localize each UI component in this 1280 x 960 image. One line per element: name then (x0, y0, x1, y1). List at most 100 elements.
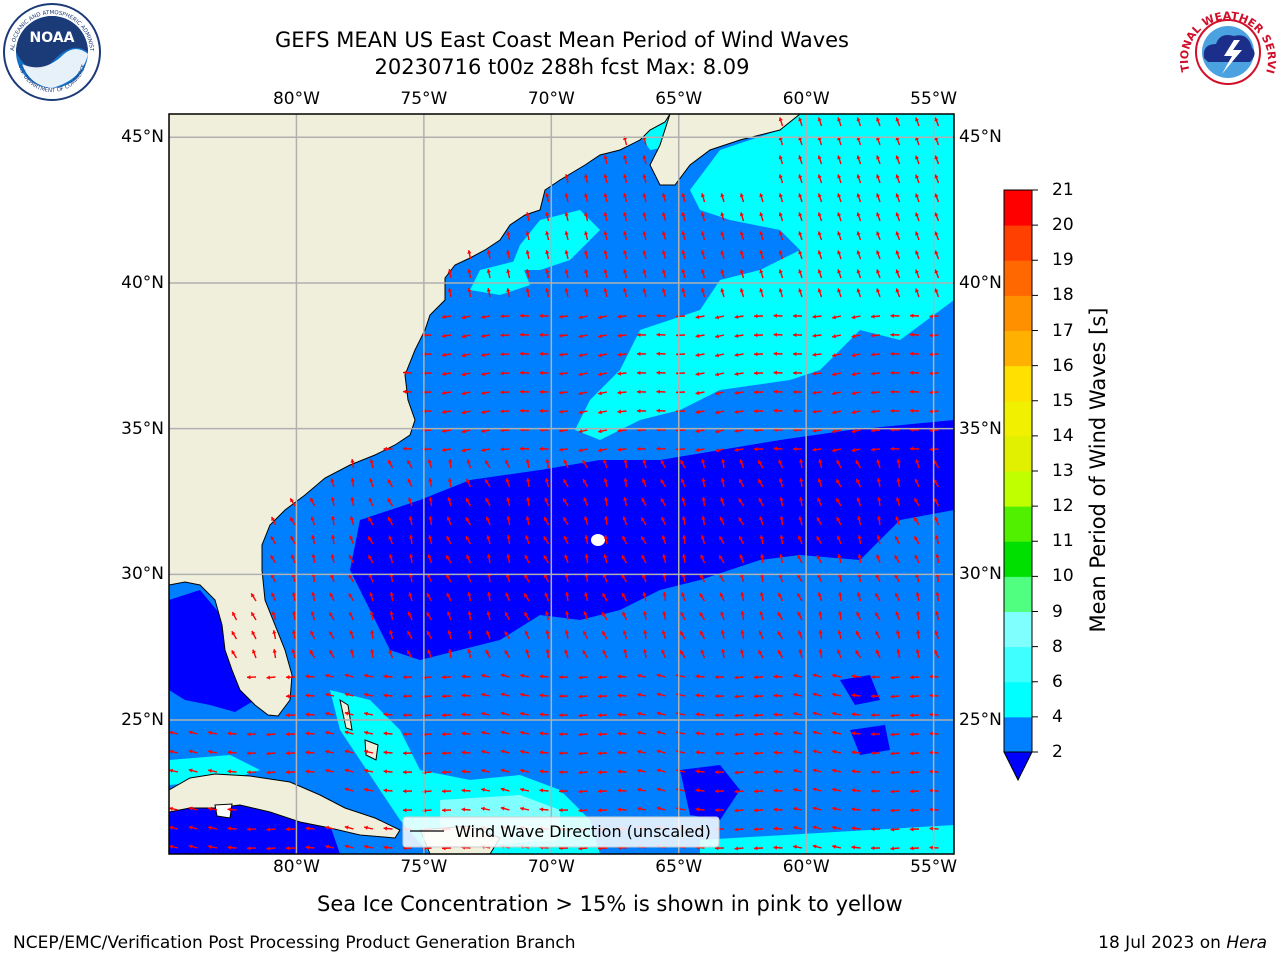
wind-wave-arrow-head (798, 516, 803, 521)
wind-wave-arrow-head (637, 446, 641, 452)
wind-wave-arrow-head (447, 269, 453, 273)
wind-wave-arrow-head (525, 231, 530, 235)
wind-wave-arrow-head (500, 314, 504, 319)
wind-wave-arrow-head (617, 428, 622, 433)
wind-wave-arrow-head (812, 371, 817, 376)
wind-wave-arrow-head (370, 630, 375, 634)
wind-wave-arrow-head (773, 826, 778, 831)
wind-wave-arrow-head (851, 674, 856, 679)
wind-wave-arrow-head (851, 731, 856, 736)
wind-wave-arrow-head (481, 711, 485, 716)
wind-wave-arrow-head (656, 806, 661, 811)
wind-wave-arrow-head (890, 675, 895, 680)
wind-wave-arrow-head (779, 497, 784, 501)
wind-wave-arrow-head (851, 353, 856, 358)
wind-wave-arrow-head (773, 674, 778, 679)
wind-wave-arrow-head (837, 611, 843, 615)
wind-wave-arrow-head (812, 409, 817, 414)
wind-wave-arrow-head (364, 730, 368, 735)
colorbar-tick-label: 8 (1052, 636, 1063, 657)
wind-wave-arrow-head (637, 692, 641, 697)
wind-wave-arrow-head (506, 288, 511, 292)
wind-wave-arrow-head (817, 174, 822, 179)
wind-wave-arrow-head (447, 497, 452, 502)
wind-wave-arrow-head (188, 806, 193, 811)
wind-wave-arrow-head (701, 497, 706, 501)
wind-wave-arrow-head (559, 732, 563, 737)
lon-label-bottom: 80°W (272, 857, 320, 877)
wind-wave-arrow-head (539, 446, 543, 452)
wind-wave-arrow-head (603, 459, 608, 464)
wind-wave-arrow-head (602, 631, 606, 636)
wind-wave-arrow-head (817, 269, 822, 274)
wind-wave-arrow-head (855, 460, 860, 465)
wind-wave-arrow-head (894, 574, 899, 579)
wind-wave-arrow-head (700, 212, 706, 217)
wind-wave-arrow-head (461, 693, 466, 698)
wind-wave-arrow-head (603, 193, 608, 198)
wind-wave-arrow-head (266, 846, 271, 851)
wind-wave-arrow-head (754, 409, 758, 414)
wind-wave-arrow-head (564, 649, 569, 654)
wind-wave-arrow-head (524, 593, 528, 598)
wind-wave-arrow-head (812, 844, 817, 849)
wind-wave-arrow-head (520, 332, 524, 337)
wind-wave-arrows (169, 117, 940, 851)
wind-wave-arrow-head (286, 694, 290, 699)
wind-wave-arrow-head (383, 788, 388, 793)
wind-wave-arrow-head (740, 592, 745, 596)
wind-wave-arrow-head (739, 554, 744, 559)
wind-wave-arrow-head (559, 789, 563, 794)
wind-wave-arrow-head (734, 770, 739, 775)
wind-wave-arrow-head (442, 808, 446, 813)
wind-wave-arrow-head (738, 479, 743, 484)
wind-wave-arrow-head (851, 750, 856, 755)
wind-wave-arrow-head (311, 535, 316, 539)
wind-wave-arrow-head (311, 592, 316, 596)
colorbar (1003, 189, 1038, 782)
wind-wave-arrow-head (856, 155, 861, 160)
wind-wave-arrow-head (856, 592, 861, 597)
wind-wave-arrow-head (910, 732, 914, 737)
wind-wave-arrow-head (461, 788, 466, 793)
wind-wave-arrow-head (642, 592, 647, 597)
wind-wave-arrow-head (720, 478, 725, 482)
wind-wave-arrow-head (344, 711, 349, 716)
wind-wave-arrow-head (208, 768, 212, 773)
wind-wave-arrow-head (403, 389, 407, 394)
wind-wave-arrow-head (543, 555, 548, 560)
wind-wave-arrow-head (700, 269, 706, 274)
wind-wave-arrow-head (914, 517, 918, 522)
lat-label-right: 45°N (959, 127, 1002, 148)
wind-wave-arrow-head (603, 155, 608, 160)
wind-wave-arrow-head (876, 535, 881, 540)
wind-wave-arrow-head (442, 409, 446, 415)
wind-wave-arrow-head (855, 631, 860, 636)
wind-wave-arrow-head (915, 212, 920, 217)
wind-wave-arrow-head (637, 389, 641, 395)
wind-wave-arrow-head (344, 768, 349, 773)
wind-wave-arrow-head (836, 460, 841, 464)
wind-wave-arrow-head (935, 554, 940, 558)
wind-wave-arrow-head (812, 711, 817, 716)
wind-wave-arrow-head (642, 649, 648, 653)
wind-wave-arrow-head (544, 497, 549, 502)
colorbar-tick-label: 2 (1052, 742, 1063, 762)
wind-wave-arrow-head (350, 459, 355, 463)
wind-wave-arrow-head (389, 592, 394, 596)
wind-wave-arrow-head (270, 536, 275, 541)
wind-wave-arrow-head (680, 478, 685, 483)
wind-wave-arrow-head (832, 448, 836, 453)
wind-wave-arrow-head (877, 497, 882, 501)
wind-wave-arrow-head (409, 535, 414, 539)
wind-wave-arrow-head (486, 554, 492, 558)
wind-wave-arrow-head (778, 478, 783, 483)
wind-wave-arrow-head (642, 459, 647, 464)
footer-machine: Hera (1226, 933, 1267, 953)
wind-wave-arrow-head (871, 750, 875, 756)
wind-wave-arrow-head (758, 479, 762, 484)
legend-label: Wind Wave Direction (unscaled) (455, 822, 711, 841)
wind-wave-arrow-head (929, 750, 934, 755)
wind-wave-arrow-head (481, 673, 485, 678)
wind-wave-arrow-head (461, 769, 466, 774)
